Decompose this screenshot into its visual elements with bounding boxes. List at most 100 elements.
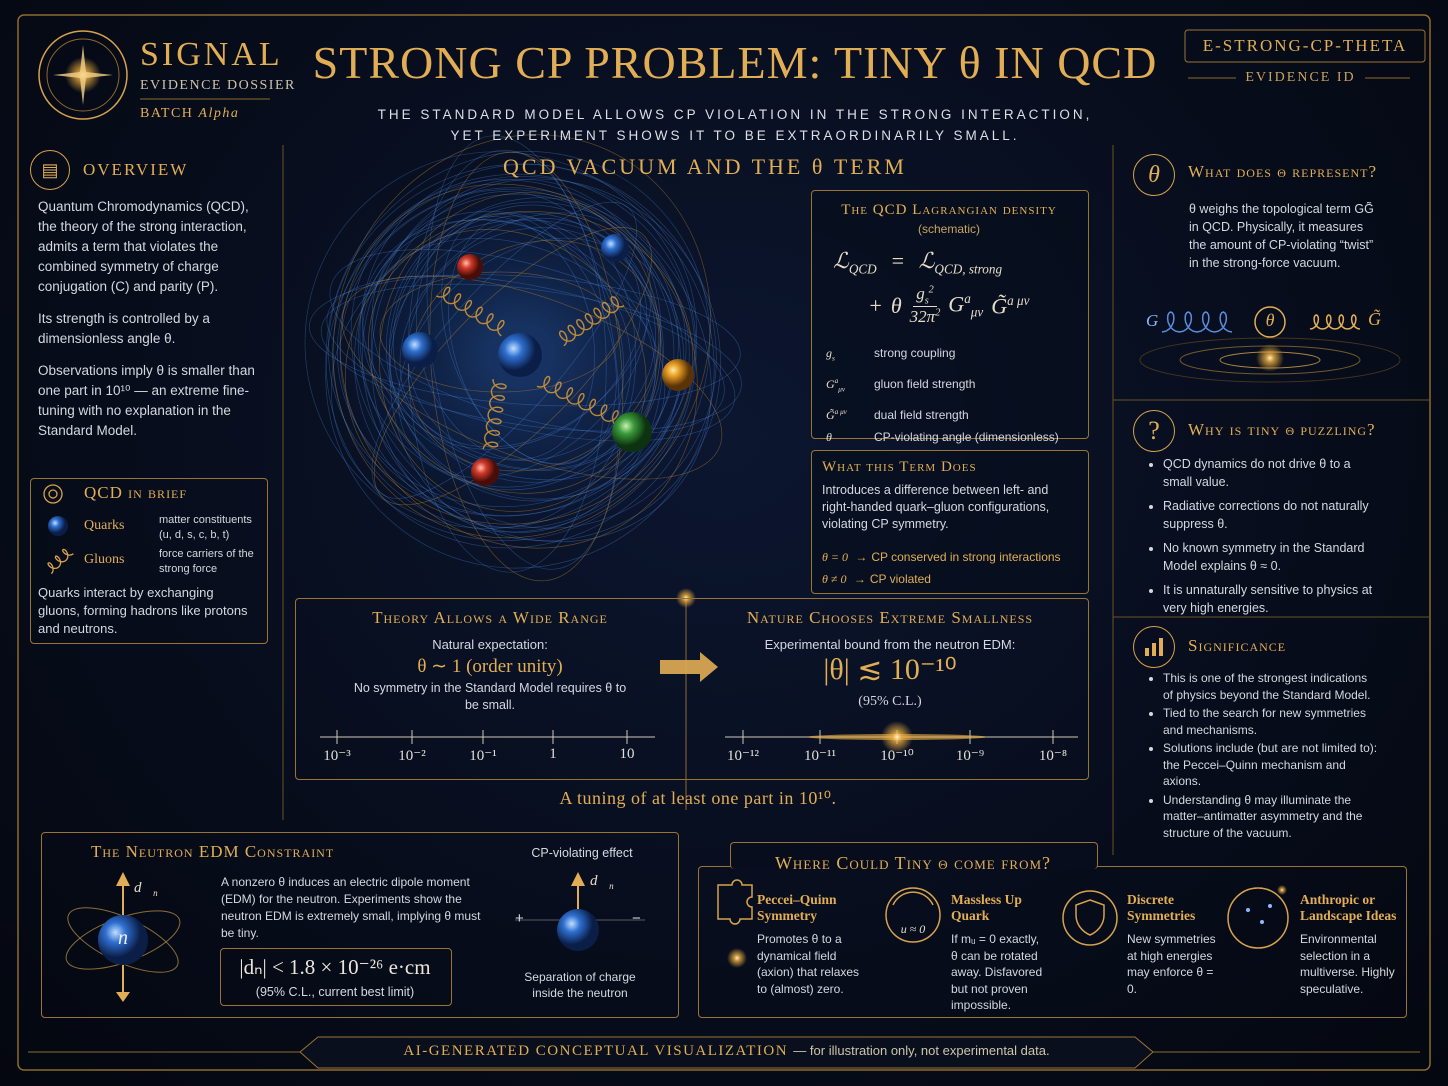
sym-sup: a μν bbox=[834, 407, 847, 416]
significance-title: Significance bbox=[1188, 636, 1287, 655]
significance-bullet: Understanding θ may illuminate the matte… bbox=[1163, 792, 1378, 842]
term-cond: θ = 0 bbox=[822, 550, 848, 564]
significance-icon bbox=[1133, 626, 1175, 668]
vacuum-filament bbox=[332, 134, 711, 539]
logo-ring bbox=[46, 38, 120, 112]
sym-desc: strong coupling bbox=[874, 346, 956, 360]
overview-paragraph: Its strength is controlled by a dimensio… bbox=[38, 311, 210, 346]
eq-symbol: ℒ bbox=[833, 248, 849, 273]
scale-tick-label: 1 bbox=[549, 746, 557, 762]
particle-label: n bbox=[118, 927, 128, 949]
nature-label: Experimental bound from the neutron EDM: bbox=[764, 637, 1016, 652]
vacuum-filament bbox=[350, 179, 712, 543]
vacuum-filament bbox=[308, 274, 741, 407]
scale-tick-label: 10⁻¹¹ bbox=[804, 748, 836, 764]
bound-note: (95% C.L., current best limit) bbox=[255, 985, 415, 999]
effect-caption: Separation of charge inside the neutron bbox=[524, 970, 636, 1000]
eq-symbol: ℒ bbox=[918, 248, 935, 273]
scale-tick-label: 10⁻⁹ bbox=[955, 748, 985, 764]
sym: θ bbox=[826, 430, 832, 445]
scale-tick-label: 10⁻² bbox=[398, 748, 426, 764]
eq-symbol: G̃ bbox=[991, 292, 1008, 318]
quark bbox=[612, 412, 652, 452]
eq-sup: a bbox=[964, 290, 971, 306]
dipole-label: d⃗n bbox=[134, 880, 158, 898]
sym: G̃ bbox=[826, 407, 835, 422]
theory-value: θ ∼ 1 (order unity) bbox=[417, 656, 563, 677]
nature-confidence: (95% C.L.) bbox=[858, 694, 922, 709]
effect-title: CP-violating effect bbox=[531, 846, 633, 860]
evidence-id: E-STRONG-CP-THETA bbox=[1202, 36, 1408, 55]
logo-ring bbox=[38, 30, 128, 120]
range-box bbox=[295, 598, 1089, 780]
qcd-vacuum-illustration bbox=[290, 134, 750, 582]
neutron-text: A nonzero θ induces an electric dipole m… bbox=[221, 875, 481, 940]
vacuum-filament bbox=[336, 187, 679, 508]
charge-plus: + bbox=[515, 910, 524, 927]
batch-label: BATCH bbox=[140, 106, 194, 121]
brief-icon bbox=[48, 489, 58, 499]
nature-bound: |θ| ≲ 10⁻¹⁰ bbox=[823, 653, 957, 686]
overview-paragraph: Quantum Chromodynamics (QCD), the theory… bbox=[38, 199, 249, 294]
gluon bbox=[482, 378, 507, 450]
gluon bbox=[559, 296, 625, 347]
brief-name: Quarks bbox=[84, 518, 125, 533]
brand: SIGNAL bbox=[140, 36, 283, 73]
eq-sub: QCD bbox=[848, 261, 877, 277]
vacuum-filament bbox=[359, 163, 717, 529]
term-arrow: → bbox=[853, 572, 866, 586]
diagram-label: G bbox=[1146, 311, 1159, 330]
significance-bullet: This is one of the strongest indications… bbox=[1163, 670, 1378, 703]
theory-label: Natural expectation: bbox=[432, 637, 548, 652]
sym-desc: gluon field strength bbox=[874, 376, 976, 391]
sym-sub: s bbox=[832, 354, 835, 363]
qcd-brief-box bbox=[30, 478, 268, 644]
highlight bbox=[881, 721, 913, 753]
term-result: CP conserved in strong interactions bbox=[871, 550, 1061, 564]
origin-text: New symmetries at high energies may enfo… bbox=[1127, 932, 1216, 996]
origin-text: Environmental selection in a multiverse.… bbox=[1300, 932, 1395, 996]
brand-sub: EVIDENCE DOSSIER bbox=[140, 78, 296, 93]
neutron-title: The Neutron EDM Constraint bbox=[91, 842, 335, 861]
quark bbox=[471, 458, 499, 486]
nature-title: Nature Chooses Extreme Smallness bbox=[746, 608, 1034, 627]
gluon-icon bbox=[47, 548, 74, 575]
sym: g bbox=[826, 346, 832, 360]
subtitle: YET EXPERIMENT SHOWS IT TO BE EXTRAORDIN… bbox=[450, 128, 1020, 143]
vacuum-filament bbox=[328, 163, 697, 517]
origin-icons bbox=[717, 879, 1289, 949]
brief-desc: force carriers of the strong force bbox=[159, 548, 254, 575]
eq-symbol: + bbox=[868, 292, 883, 318]
dipole-sub: n bbox=[609, 881, 614, 891]
vacuum-filament bbox=[332, 173, 696, 533]
vacuum-filament bbox=[441, 213, 617, 465]
eq-sub: s bbox=[924, 295, 929, 307]
puzzling-title: Why is tiny θ puzzling? bbox=[1188, 420, 1376, 439]
evidence-id-box bbox=[1184, 29, 1426, 63]
puzzling-bullet: QCD dynamics do not drive θ to a small v… bbox=[1163, 455, 1378, 491]
center-title: QCD VACUUM AND THE θ TERM bbox=[503, 154, 907, 179]
brief-note: Quarks interact by exchanging gluons, fo… bbox=[38, 585, 248, 636]
dipole-sub: n bbox=[153, 888, 158, 898]
term-box bbox=[811, 450, 1089, 594]
term-text: Introduces a difference between left- an… bbox=[822, 483, 1050, 531]
logo-star bbox=[53, 45, 113, 105]
title: STRONG CP PROBLEM: TINY θ IN QCD bbox=[312, 37, 1158, 88]
quark bbox=[457, 254, 483, 280]
puzzling-bullet: It is unnaturally sensitive to physics a… bbox=[1163, 581, 1378, 617]
vacuum-filament bbox=[304, 151, 697, 541]
quark bbox=[601, 234, 629, 262]
diagram-label: θ bbox=[1265, 310, 1275, 330]
footer: AI-GENERATED CONCEPTUAL VISUALIZATION — … bbox=[318, 1043, 1135, 1060]
significance-bullet: Solutions include (but are not limited t… bbox=[1163, 740, 1378, 790]
puzzling-bullet: Radiative corrections do not naturally s… bbox=[1163, 497, 1378, 533]
vacuum-filament bbox=[339, 183, 698, 549]
overview-paragraph: Observations imply θ is smaller than one… bbox=[38, 363, 255, 438]
quark bbox=[662, 359, 694, 391]
evidence-id-label: EVIDENCE ID bbox=[1245, 70, 1356, 85]
scale-tick-label: 10⁻¹ bbox=[469, 748, 497, 764]
gluon bbox=[536, 375, 619, 427]
origin-icon-label: u ≈ 0 bbox=[900, 922, 926, 936]
